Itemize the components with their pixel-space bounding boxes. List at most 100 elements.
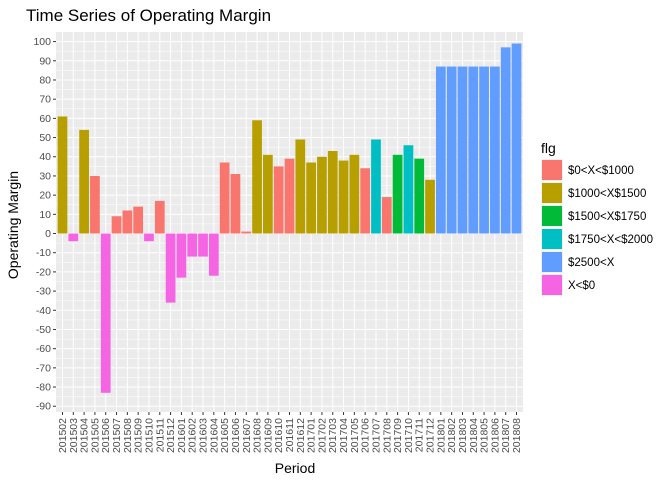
bar <box>435 66 446 234</box>
bar <box>500 47 511 234</box>
bar <box>360 168 371 234</box>
y-tick-label: 60 <box>39 113 51 125</box>
x-tick-label: 201508 <box>122 418 134 453</box>
bar <box>144 233 154 242</box>
x-tick-label: 201511 <box>154 418 166 452</box>
bar <box>392 154 403 234</box>
y-tick-label: -50 <box>36 324 51 336</box>
bar <box>446 66 457 234</box>
bar <box>187 233 198 257</box>
x-tick-label: 201606 <box>230 418 242 453</box>
y-tick-label: 50 <box>39 132 51 144</box>
y-tick-label: 80 <box>39 74 51 86</box>
bar <box>122 210 133 234</box>
x-tick-label: 201506 <box>100 418 112 453</box>
x-tick-label: 201703 <box>327 418 339 453</box>
bar <box>468 66 479 234</box>
legend-label: $1500<X$1750 <box>568 211 646 223</box>
x-tick-label: 201701 <box>306 418 318 453</box>
x-tick-label: 201803 <box>457 418 469 453</box>
x-tick-label: 201509 <box>133 418 145 453</box>
legend-swatch <box>542 183 562 203</box>
bar <box>263 154 273 234</box>
bar <box>111 216 122 234</box>
y-axis-title: Operating Margin <box>5 171 21 279</box>
bar <box>327 150 338 234</box>
x-tick-label: 201808 <box>511 418 523 453</box>
y-tick-label: 30 <box>39 170 51 182</box>
x-tick-label: 201710 <box>403 418 415 453</box>
y-tick-label: 40 <box>39 151 51 163</box>
y-tick-label: 10 <box>39 209 51 221</box>
bar <box>154 200 165 234</box>
y-tick-label: 90 <box>39 55 51 67</box>
x-tick-label: 201601 <box>176 418 188 453</box>
x-tick-label: 201503 <box>68 418 80 453</box>
y-tick-label: -10 <box>36 247 51 259</box>
bar <box>381 197 392 234</box>
x-tick-label: 201807 <box>500 418 512 453</box>
x-tick-label: 201801 <box>435 418 447 453</box>
x-tick-label: 201510 <box>143 418 155 453</box>
y-tick-label: -30 <box>36 286 51 298</box>
bar <box>317 156 327 234</box>
bar <box>165 233 176 303</box>
x-tick-label: 201607 <box>241 418 253 453</box>
chart-title: Time Series of Operating Margin <box>26 6 271 25</box>
x-tick-label: 201502 <box>57 418 69 453</box>
bar <box>457 66 468 234</box>
y-tick-label: 70 <box>39 94 51 106</box>
x-tick-label: 201702 <box>316 418 328 453</box>
y-tick-label: -20 <box>36 266 51 278</box>
bar <box>241 231 252 234</box>
x-tick-label: 201712 <box>425 418 437 453</box>
bar <box>176 233 187 278</box>
bar <box>414 158 425 234</box>
y-tick-label: -90 <box>36 401 51 413</box>
legend-swatch <box>542 229 562 249</box>
legend-label: $1000<X$1500 <box>568 188 646 200</box>
y-tick-label: -70 <box>36 362 51 374</box>
x-tick-label: 201707 <box>370 418 382 453</box>
bar <box>511 43 522 234</box>
x-tick-label: 201805 <box>479 418 491 453</box>
x-axis: 2015022015032015042015052015062015072015… <box>57 412 523 453</box>
bar <box>295 139 306 234</box>
x-tick-label: 201704 <box>338 418 350 453</box>
x-tick-label: 201705 <box>349 418 361 453</box>
y-tick-label: -40 <box>36 305 51 317</box>
legend-swatch <box>542 160 562 180</box>
bar <box>490 66 500 234</box>
x-tick-label: 201504 <box>79 418 91 453</box>
x-tick-label: 201706 <box>360 418 372 453</box>
bar <box>230 174 241 234</box>
y-tick-label: -60 <box>36 343 51 355</box>
bar <box>133 206 144 234</box>
bar <box>273 166 284 234</box>
x-tick-label: 201505 <box>89 418 101 453</box>
legend: flg $0<X<$1000 $1000<X$1500 $1500<X$1750 $1… <box>541 140 653 296</box>
legend-label: $2500<X <box>568 257 615 269</box>
bar <box>349 154 360 234</box>
bar <box>371 139 381 234</box>
bar <box>284 158 295 234</box>
x-tick-label: 201609 <box>262 418 274 453</box>
bar <box>425 179 435 234</box>
x-tick-label: 201708 <box>381 418 393 453</box>
x-tick-label: 201711 <box>414 418 426 452</box>
x-tick-label: 201806 <box>489 418 501 453</box>
legend-label: $1750<X<$2000 <box>568 234 653 246</box>
legend-swatch <box>542 275 562 295</box>
bar <box>198 233 208 257</box>
bar <box>252 120 262 234</box>
x-tick-label: 201608 <box>252 418 264 453</box>
bar <box>306 162 316 234</box>
y-tick-label: 0 <box>45 228 51 240</box>
legend-label: X<$0 <box>568 280 595 292</box>
bar <box>90 175 100 234</box>
bar <box>68 233 79 242</box>
bar <box>219 162 230 234</box>
bar <box>79 129 89 234</box>
x-tick-label: 201507 <box>111 418 123 453</box>
